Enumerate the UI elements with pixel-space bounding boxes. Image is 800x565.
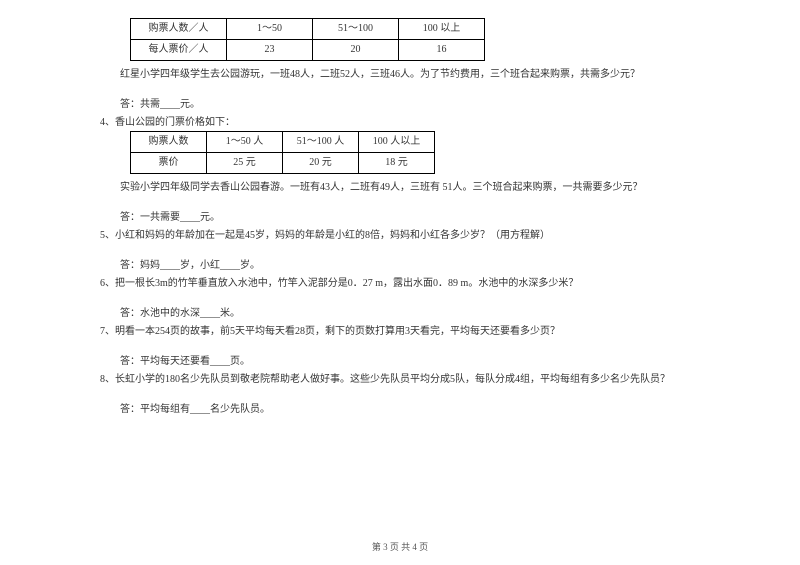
- page-footer: 第 3 页 共 4 页: [0, 540, 800, 553]
- cell: 每人票价／人: [131, 40, 227, 61]
- cell: 16: [399, 40, 485, 61]
- document-page: 购票人数／人 1～50 51～100 100 以上 每人票价／人 23 20 1…: [0, 0, 800, 430]
- table-row: 票价 25 元 20 元 18 元: [131, 153, 435, 174]
- cell: 1～50: [227, 19, 313, 40]
- q7-text: 7、明看一本254页的故事，前5天平均每天看28页，剩下的页数打算用3天看完，平…: [100, 324, 700, 340]
- q4-text: 实验小学四年级同学去香山公园春游。一班有43人，二班有49人，三班有 51人。三…: [100, 180, 700, 196]
- q7-answer: 答：平均每天还要看____页。: [100, 354, 700, 370]
- q3-answer: 答：共需____元。: [100, 97, 700, 113]
- q8-answer: 答：平均每组有____名少先队员。: [100, 402, 700, 418]
- q4-answer: 答：一共需要____元。: [100, 210, 700, 226]
- table-row: 购票人数 1～50 人 51～100 人 100 人以上: [131, 132, 435, 153]
- cell: 100 以上: [399, 19, 485, 40]
- cell: 18 元: [359, 153, 435, 174]
- q6-text: 6、把一根长3m的竹竿垂直放入水池中，竹竿入泥部分是0．27 m，露出水面0．8…: [100, 276, 700, 292]
- cell: 51～100 人: [283, 132, 359, 153]
- cell: 购票人数／人: [131, 19, 227, 40]
- cell: 23: [227, 40, 313, 61]
- cell: 20: [313, 40, 399, 61]
- cell: 票价: [131, 153, 207, 174]
- table-row: 每人票价／人 23 20 16: [131, 40, 485, 61]
- table-row: 购票人数／人 1～50 51～100 100 以上: [131, 19, 485, 40]
- q6-answer: 答：水池中的水深____米。: [100, 306, 700, 322]
- cell: 51～100: [313, 19, 399, 40]
- q5-text: 5、小红和妈妈的年龄加在一起是45岁，妈妈的年龄是小红的8倍，妈妈和小红各多少岁…: [100, 228, 700, 244]
- cell: 20 元: [283, 153, 359, 174]
- q4-intro: 4、香山公园的门票价格如下：: [100, 115, 700, 131]
- q8-text: 8、长虹小学的180名少先队员到敬老院帮助老人做好事。这些少先队员平均分成5队，…: [100, 372, 700, 388]
- cell: 1～50 人: [207, 132, 283, 153]
- cell: 100 人以上: [359, 132, 435, 153]
- cell: 25 元: [207, 153, 283, 174]
- q3-text: 红星小学四年级学生去公园游玩，一班48人，二班52人，三班46人。为了节约费用，…: [100, 67, 700, 83]
- table-q3: 购票人数／人 1～50 51～100 100 以上 每人票价／人 23 20 1…: [130, 18, 485, 61]
- cell: 购票人数: [131, 132, 207, 153]
- table-q4: 购票人数 1～50 人 51～100 人 100 人以上 票价 25 元 20 …: [130, 131, 435, 174]
- q5-answer: 答：妈妈____岁，小红____岁。: [100, 258, 700, 274]
